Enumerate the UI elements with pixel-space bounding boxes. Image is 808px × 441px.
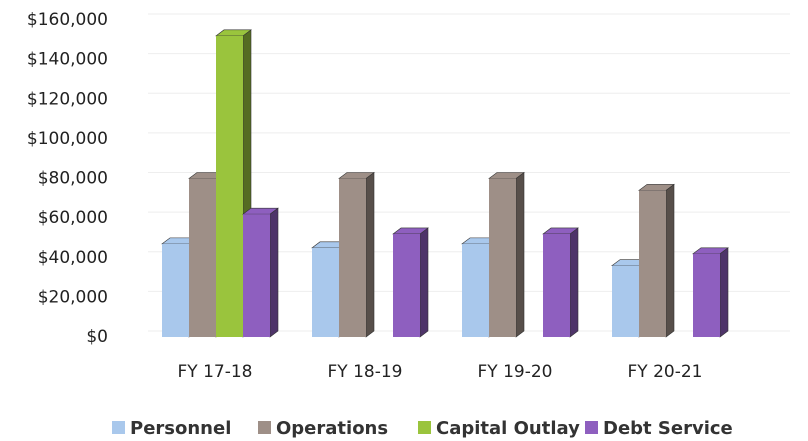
bar-side (365, 171, 375, 338)
y-tick-label: $140,000 (27, 50, 108, 70)
bar (312, 247, 339, 337)
y-tick-label: $20,000 (38, 287, 108, 307)
y-tick-label: $40,000 (38, 248, 108, 268)
y-tick-label: $100,000 (27, 129, 108, 149)
x-tick-label: FY 18-19 (328, 362, 403, 382)
y-tick-label: $120,000 (27, 89, 108, 109)
x-tick-label: FY 19-20 (478, 362, 553, 382)
bar-side (719, 247, 729, 338)
bar (243, 214, 270, 337)
bar-side (419, 227, 429, 338)
bar (693, 253, 720, 337)
bar (393, 233, 420, 337)
bar-side (515, 171, 525, 338)
bar (543, 233, 570, 337)
bar (639, 190, 666, 337)
bar (339, 178, 366, 337)
legend: Personnel Operations Capital Outlay Debt Se… (112, 418, 733, 439)
bar-side (665, 183, 675, 338)
x-tick-label: FY 17-18 (178, 362, 253, 382)
legend-label: Operations (276, 418, 388, 439)
legend-label: Personnel (130, 418, 231, 439)
bar-side (269, 207, 279, 338)
bar (162, 243, 189, 337)
legend-swatch (112, 421, 125, 434)
bar (189, 178, 216, 337)
bar (612, 265, 639, 337)
x-tick-label: FY 20-21 (628, 362, 703, 382)
legend-label: Capital Outlay (436, 418, 580, 439)
bar (462, 243, 489, 337)
legend-label: Debt Service (603, 418, 733, 439)
bar (216, 35, 243, 337)
bar-side (569, 227, 579, 338)
y-tick-label: $80,000 (38, 169, 108, 189)
y-tick-label: $60,000 (38, 208, 108, 228)
bar (489, 178, 516, 337)
y-tick-label: $160,000 (27, 10, 108, 30)
legend-swatch (258, 421, 271, 434)
legend-swatch (418, 421, 431, 434)
y-tick-label: $0 (86, 327, 108, 347)
legend-swatch (585, 421, 598, 434)
